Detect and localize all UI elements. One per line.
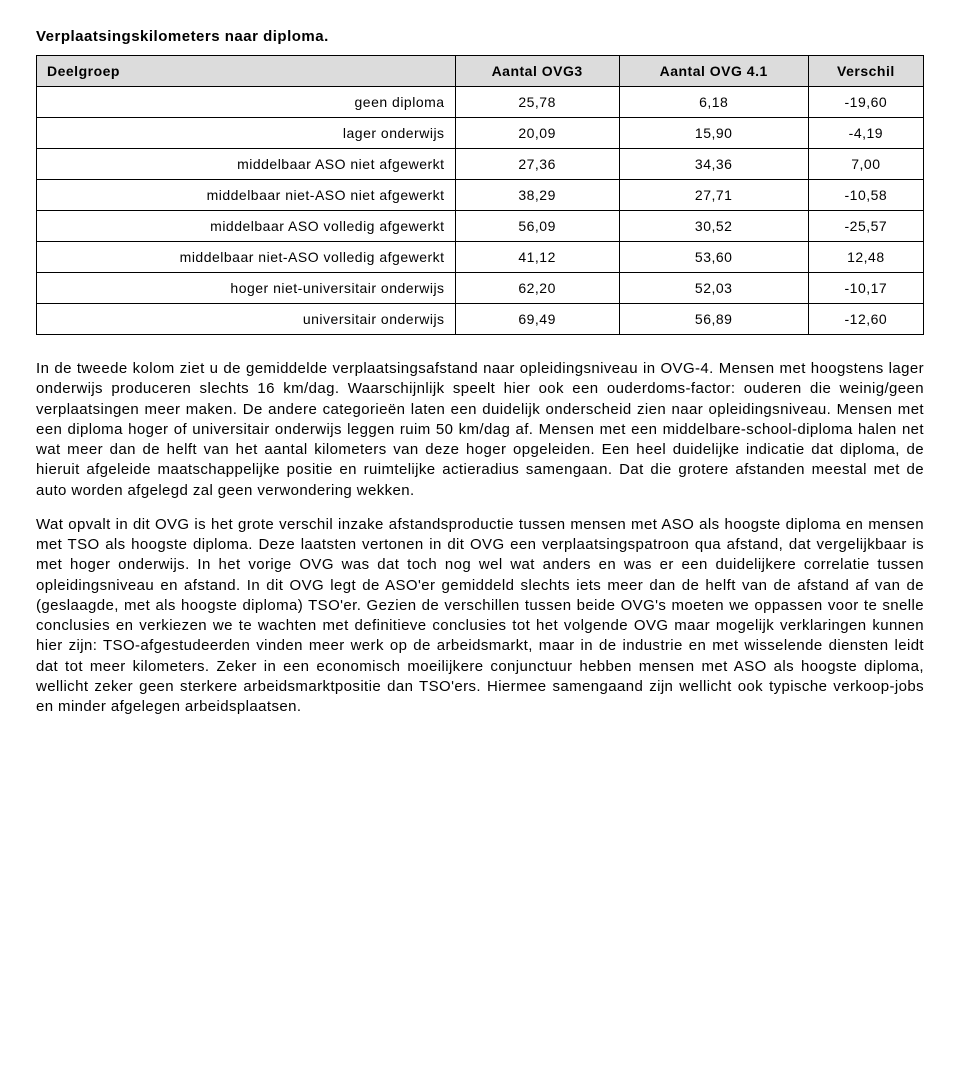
row-label: middelbaar niet-ASO niet afgewerkt xyxy=(37,180,456,211)
page-title: Verplaatsingskilometers naar diploma. xyxy=(36,28,924,45)
row-label: middelbaar ASO volledig afgewerkt xyxy=(37,211,456,242)
table-row: middelbaar ASO niet afgewerkt 27,36 34,3… xyxy=(37,149,924,180)
table-row: middelbaar niet-ASO volledig afgewerkt 4… xyxy=(37,242,924,273)
row-value: 25,78 xyxy=(455,87,619,118)
row-label: hoger niet-universitair onderwijs xyxy=(37,273,456,304)
table-row: geen diploma 25,78 6,18 -19,60 xyxy=(37,87,924,118)
row-value: -4,19 xyxy=(808,118,923,149)
body-paragraph: In de tweede kolom ziet u de gemiddelde … xyxy=(36,359,924,501)
row-value: -10,17 xyxy=(808,273,923,304)
row-value: 20,09 xyxy=(455,118,619,149)
body-paragraph: Wat opvalt in dit OVG is het grote versc… xyxy=(36,515,924,718)
row-value: 6,18 xyxy=(619,87,808,118)
row-value: 56,89 xyxy=(619,304,808,335)
data-table: Deelgroep Aantal OVG3 Aantal OVG 4.1 Ver… xyxy=(36,55,924,335)
row-value: 30,52 xyxy=(619,211,808,242)
table-row: middelbaar ASO volledig afgewerkt 56,09 … xyxy=(37,211,924,242)
row-label: middelbaar niet-ASO volledig afgewerkt xyxy=(37,242,456,273)
row-value: -10,58 xyxy=(808,180,923,211)
row-value: 52,03 xyxy=(619,273,808,304)
table-header-row: Deelgroep Aantal OVG3 Aantal OVG 4.1 Ver… xyxy=(37,56,924,87)
row-value: 69,49 xyxy=(455,304,619,335)
table-row: lager onderwijs 20,09 15,90 -4,19 xyxy=(37,118,924,149)
table-row: hoger niet-universitair onderwijs 62,20 … xyxy=(37,273,924,304)
row-value: -12,60 xyxy=(808,304,923,335)
col-header-ovg41: Aantal OVG 4.1 xyxy=(619,56,808,87)
row-value: 27,36 xyxy=(455,149,619,180)
row-value: 34,36 xyxy=(619,149,808,180)
row-value: 62,20 xyxy=(455,273,619,304)
col-header-ovg3: Aantal OVG3 xyxy=(455,56,619,87)
row-label: middelbaar ASO niet afgewerkt xyxy=(37,149,456,180)
row-value: 56,09 xyxy=(455,211,619,242)
table-row: universitair onderwijs 69,49 56,89 -12,6… xyxy=(37,304,924,335)
col-header-deelgroep: Deelgroep xyxy=(37,56,456,87)
row-value: 53,60 xyxy=(619,242,808,273)
row-value: 7,00 xyxy=(808,149,923,180)
row-label: lager onderwijs xyxy=(37,118,456,149)
row-value: 15,90 xyxy=(619,118,808,149)
row-value: 12,48 xyxy=(808,242,923,273)
row-label: universitair onderwijs xyxy=(37,304,456,335)
row-value: -19,60 xyxy=(808,87,923,118)
row-value: -25,57 xyxy=(808,211,923,242)
row-label: geen diploma xyxy=(37,87,456,118)
row-value: 41,12 xyxy=(455,242,619,273)
col-header-verschil: Verschil xyxy=(808,56,923,87)
row-value: 27,71 xyxy=(619,180,808,211)
table-row: middelbaar niet-ASO niet afgewerkt 38,29… xyxy=(37,180,924,211)
row-value: 38,29 xyxy=(455,180,619,211)
